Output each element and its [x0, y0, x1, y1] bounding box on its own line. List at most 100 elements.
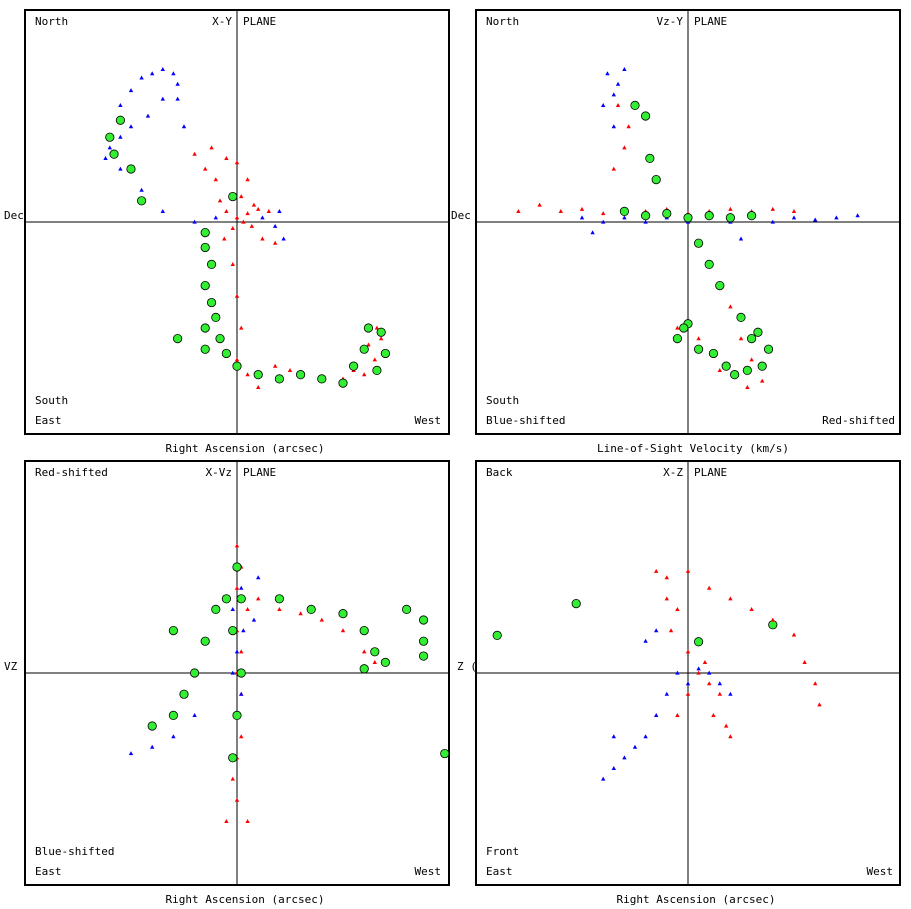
panel-x-y-blue-point-23 [175, 96, 180, 101]
panel-x-y-red-point-24 [287, 368, 293, 372]
panel-vz-y-green-point-14 [746, 333, 757, 344]
panel-vz-y-green-point-26 [492, 630, 502, 641]
panel-x-vz-blue-point-3 [241, 628, 246, 633]
panel-x-vz-corner-bottom-right: West [415, 865, 442, 878]
panel-vz-y-blue-point-15 [770, 219, 775, 224]
panel-x-y-plane-word: PLANE [243, 15, 276, 28]
panel-x-y-blue-point-17 [213, 215, 218, 220]
panel-x-y-green-point-11 [211, 312, 221, 322]
panel-x-y-red-point-1 [234, 215, 240, 220]
panel-x-vz-red-point-3 [245, 607, 250, 611]
panel-vz-y-red-point-22 [760, 378, 765, 383]
panel-vz-y-blue-point-0 [611, 92, 616, 97]
panel-x-y: North X-Y PLANE South East West Dec Righ… [4, 9, 581, 609]
panel-vz-y-red-point-13 [791, 209, 797, 213]
panel-x-z-corner-bottom-right: West [867, 865, 894, 878]
panel-x-y-green-point-22 [348, 361, 359, 371]
panel-x-vz-green-point-4 [232, 710, 242, 721]
panel-x-z-blue-point-1 [685, 681, 691, 686]
panel-x-vz-green-point-10 [168, 625, 178, 636]
panel-vz-y-red-point-26 [717, 368, 722, 372]
panel-x-y-red-point-29 [362, 372, 367, 377]
panel-x-y-green-point-7 [200, 242, 210, 253]
panel-x-z-red-point-10 [817, 702, 822, 707]
panel-x-y-red-point-16 [272, 240, 278, 245]
panel-x-vz-green-point-23 [418, 651, 429, 661]
panel-x-y-green-point-18 [274, 374, 284, 384]
panel-vz-y-green-point-19 [693, 344, 704, 354]
panel-x-z-blue-point-13 [654, 628, 659, 633]
panel-x-vz-red-point-13 [256, 596, 261, 601]
panel-x-y-green-point-20 [317, 374, 327, 384]
panel-x-vz-green-point-3 [236, 668, 246, 678]
panel-vz-y-blue-point-7 [601, 219, 606, 224]
panel-vz-y-blue-point-20 [590, 230, 595, 235]
panel-vz-y-green-point-13 [736, 312, 746, 322]
panel-x-y-corner-top-left: North [35, 15, 68, 28]
panel-x-z-blue-point-7 [632, 744, 638, 749]
panel-x-y-green-point-9 [200, 280, 210, 291]
panel-x-vz-red-point-17 [340, 628, 346, 633]
panel-x-y-blue-point-3 [150, 71, 155, 76]
panel-vz-y-green-point-23 [757, 361, 767, 371]
panel-x-y-blue-point-20 [277, 209, 282, 213]
panel-x-y-green-point-13 [215, 333, 225, 344]
panel-x-vz-blue-point-10 [128, 751, 134, 756]
panel-vz-y-corner-top-left: North [486, 15, 519, 28]
panel-x-y-red-point-0 [224, 209, 229, 213]
panel-x-z-red-point-8 [802, 660, 807, 664]
panel-x-y-marks [103, 66, 581, 609]
panel-x-y-red-point-9 [260, 236, 265, 241]
panel-vz-y-red-point-12 [770, 206, 775, 211]
panel-x-y-green-point-2 [115, 115, 126, 125]
panel-x-y-red-point-13 [234, 160, 240, 165]
panel-x-vz-red-point-0 [234, 543, 240, 548]
panel-x-y-blue-point-2 [139, 75, 144, 80]
panel-x-z-blue-point-11 [611, 734, 616, 739]
panel-vz-y-red-point-20 [738, 336, 744, 341]
panel-x-z-xlabel: Right Ascension (arcsec) [617, 893, 776, 906]
panel-x-vz-green-point-2 [228, 625, 238, 636]
panel-x-vz: Red-shifted X-Vz PLANE Blue-shifted East… [4, 460, 450, 906]
panel-x-y-blue-point-6 [175, 81, 180, 86]
panel-x-vz-red-point-14 [277, 607, 282, 611]
panel-x-y-red-point-5 [249, 223, 255, 228]
panel-vz-y-green-point-20 [672, 333, 683, 344]
panel-x-y-green-point-26 [380, 348, 390, 359]
panel-x-z-red-point-14 [696, 670, 701, 675]
panel-x-y-blue-point-12 [103, 156, 108, 160]
panel-x-vz-blue-point-2 [230, 607, 235, 611]
panel-x-y-green-point-3 [126, 164, 136, 174]
panel-x-z-red-point-11 [675, 607, 680, 611]
panel-x-y-blue-point-10 [118, 134, 123, 139]
panel-vz-y-blue-point-19 [855, 213, 860, 218]
panel-x-z-blue-point-10 [601, 776, 606, 781]
panel-vz-y-blue-point-16 [791, 215, 797, 220]
panel-x-vz-green-point-20 [401, 604, 412, 615]
panel-x-z-red-point-0 [654, 568, 659, 573]
panel-x-y-blue-point-11 [107, 145, 112, 150]
panel-vz-y-red-point-16 [626, 124, 631, 129]
panel-vz-y-red-point-14 [611, 166, 616, 171]
panel-vz-y-green-point-17 [721, 361, 731, 371]
panel-x-y-red-point-23 [272, 363, 278, 368]
panel-x-y-green-point-21 [338, 378, 348, 388]
panel-x-vz-green-point-11 [168, 710, 178, 721]
panel-vz-y-red-point-15 [622, 145, 627, 150]
panel-vz-y-ylabel: Dec [451, 209, 471, 222]
panel-x-y-blue-point-18 [260, 215, 265, 220]
panel-x-y-corner-bottom-left: East [35, 414, 62, 427]
panel-vz-y-red-point-10 [728, 206, 733, 211]
panel-vz-y-corner-bottom-right: Red-shifted [822, 414, 895, 427]
panel-x-vz-red-point-5 [239, 649, 244, 654]
panel-x-y-red-point-10 [213, 177, 218, 182]
panel-x-y-red-point-2 [241, 219, 246, 224]
panel-vz-y-green-point-4 [640, 211, 651, 221]
panel-x-y-blue-point-5 [171, 71, 176, 76]
panel-vz-y-green-point-29 [630, 100, 640, 111]
panel-x-y-corner-bottom-left-upper: South [35, 394, 68, 407]
panel-vz-y-red-point-27 [745, 384, 750, 389]
panel-x-y-red-point-14 [245, 177, 250, 182]
panel-x-y-green-point-23 [359, 344, 369, 354]
panel-x-vz-green-point-17 [370, 647, 380, 657]
